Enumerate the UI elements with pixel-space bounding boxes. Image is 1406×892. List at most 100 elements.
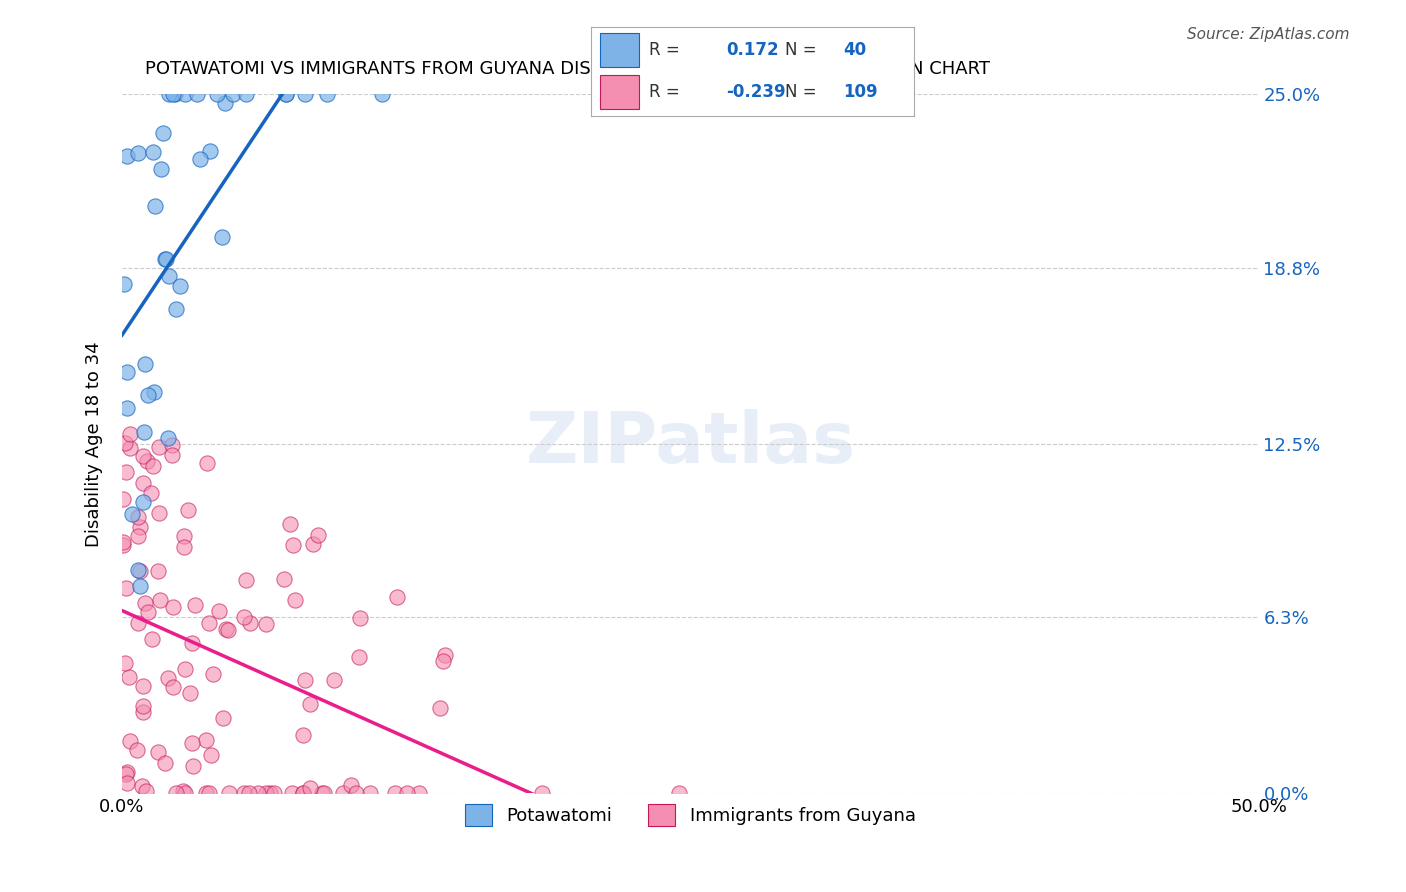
Point xyxy=(127,510,149,524)
Point xyxy=(117,401,139,416)
Point xyxy=(301,537,323,551)
Point xyxy=(195,456,218,470)
Point xyxy=(132,425,155,440)
Point xyxy=(294,673,316,688)
Text: -0.239: -0.239 xyxy=(727,83,786,101)
Point xyxy=(118,442,141,456)
Point xyxy=(217,623,239,637)
Point xyxy=(127,529,149,543)
Point xyxy=(120,427,142,442)
Text: POTAWATOMI VS IMMIGRANTS FROM GUYANA DISABILITY AGE 18 TO 34 CORRELATION CHART: POTAWATOMI VS IMMIGRANTS FROM GUYANA DIS… xyxy=(145,60,990,78)
Point xyxy=(429,700,451,714)
Point xyxy=(238,786,260,800)
Point xyxy=(141,632,163,646)
Point xyxy=(135,784,157,798)
Point xyxy=(117,670,139,684)
Point xyxy=(211,229,233,244)
Point xyxy=(222,87,245,102)
Point xyxy=(195,733,218,747)
Point xyxy=(315,87,337,102)
Point xyxy=(148,506,170,520)
Point xyxy=(162,680,184,694)
Point xyxy=(180,736,202,750)
Point xyxy=(172,784,194,798)
Point xyxy=(153,252,176,266)
Point xyxy=(273,573,295,587)
Y-axis label: Disability Age 18 to 34: Disability Age 18 to 34 xyxy=(86,341,103,547)
Point xyxy=(184,599,207,613)
Point xyxy=(312,786,335,800)
Point xyxy=(114,581,136,595)
Point xyxy=(162,599,184,614)
Point xyxy=(162,87,184,102)
Point xyxy=(134,357,156,371)
Point xyxy=(214,96,236,111)
Point xyxy=(142,458,165,473)
Point xyxy=(434,648,457,662)
Text: N =: N = xyxy=(785,41,815,59)
Point xyxy=(152,127,174,141)
Point xyxy=(239,615,262,630)
Point xyxy=(129,519,152,533)
Point xyxy=(254,786,277,800)
Point xyxy=(384,786,406,800)
Point xyxy=(194,786,217,800)
Point xyxy=(235,573,257,587)
Point xyxy=(160,448,183,462)
Point xyxy=(215,622,238,636)
Point xyxy=(233,786,256,800)
Point xyxy=(112,538,135,552)
Point xyxy=(131,779,153,793)
Bar xyxy=(600,33,640,67)
Point xyxy=(131,475,153,490)
Point xyxy=(132,698,155,713)
Point xyxy=(136,453,159,467)
Point xyxy=(347,650,370,665)
Point xyxy=(205,87,228,102)
Point xyxy=(142,145,165,160)
Point xyxy=(177,503,200,517)
Point xyxy=(120,734,142,748)
Point xyxy=(344,786,367,800)
Point xyxy=(233,609,256,624)
Point xyxy=(278,517,301,532)
Point xyxy=(294,87,316,102)
Point xyxy=(339,778,361,792)
Point xyxy=(198,144,221,158)
Point xyxy=(201,666,224,681)
Point xyxy=(132,679,155,693)
Point xyxy=(298,697,321,711)
Point xyxy=(173,541,195,555)
Point xyxy=(197,615,219,630)
Point xyxy=(115,765,138,780)
Point xyxy=(149,592,172,607)
Point xyxy=(292,786,315,800)
Point xyxy=(181,636,204,650)
Point xyxy=(181,759,204,773)
Point xyxy=(259,786,281,800)
Point xyxy=(143,199,166,213)
Point xyxy=(212,711,235,725)
Point xyxy=(157,87,180,102)
Point xyxy=(235,87,257,102)
Point xyxy=(291,728,314,742)
Point xyxy=(198,786,221,800)
Text: R =: R = xyxy=(648,83,679,101)
Point xyxy=(174,662,197,676)
Text: R =: R = xyxy=(648,41,679,59)
Point xyxy=(408,786,430,800)
Point xyxy=(349,611,371,625)
Point xyxy=(432,654,454,668)
Point xyxy=(148,440,170,454)
Point xyxy=(115,365,138,379)
Point xyxy=(132,706,155,720)
Point xyxy=(132,495,155,509)
Point xyxy=(280,786,302,800)
Point xyxy=(150,161,173,176)
Point xyxy=(292,786,315,800)
Point xyxy=(131,450,153,464)
Bar xyxy=(600,75,640,109)
Point xyxy=(146,746,169,760)
Text: 40: 40 xyxy=(842,41,866,59)
Point xyxy=(134,596,156,610)
